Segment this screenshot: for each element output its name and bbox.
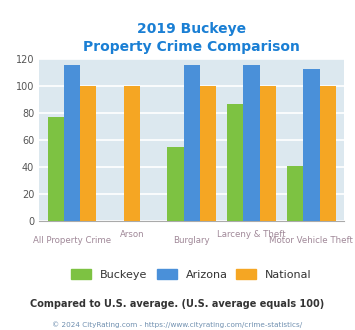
Bar <box>260 86 276 221</box>
Bar <box>200 86 216 221</box>
Text: Motor Vehicle Theft: Motor Vehicle Theft <box>269 236 353 245</box>
Bar <box>80 86 96 221</box>
Text: Arson: Arson <box>120 230 144 239</box>
Bar <box>287 166 303 221</box>
Bar <box>64 65 80 221</box>
Bar <box>320 86 336 221</box>
Bar <box>48 117 64 221</box>
Bar <box>244 65 260 221</box>
Title: 2019 Buckeye
Property Crime Comparison: 2019 Buckeye Property Crime Comparison <box>83 22 300 54</box>
Text: Burglary: Burglary <box>173 236 210 245</box>
Text: Compared to U.S. average. (U.S. average equals 100): Compared to U.S. average. (U.S. average … <box>31 299 324 309</box>
Text: All Property Crime: All Property Crime <box>33 236 111 245</box>
Text: © 2024 CityRating.com - https://www.cityrating.com/crime-statistics/: © 2024 CityRating.com - https://www.city… <box>53 322 302 328</box>
Bar <box>184 65 200 221</box>
Legend: Buckeye, Arizona, National: Buckeye, Arizona, National <box>68 266 315 283</box>
Text: Larceny & Theft: Larceny & Theft <box>217 230 286 239</box>
Bar <box>227 104 244 221</box>
Bar <box>124 86 140 221</box>
Bar <box>168 147 184 221</box>
Bar <box>303 69 320 221</box>
